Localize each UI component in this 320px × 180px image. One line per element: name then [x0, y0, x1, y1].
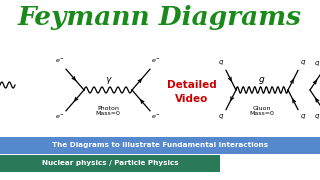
- Text: Photon
Mass=0: Photon Mass=0: [96, 106, 120, 116]
- Bar: [0, 137, 320, 154]
- Text: γ: γ: [105, 75, 111, 84]
- Text: $e^-$: $e^-$: [151, 57, 161, 65]
- Text: $q$: $q$: [300, 58, 306, 67]
- Text: Nuclear physics / Particle Physics: Nuclear physics / Particle Physics: [42, 161, 178, 166]
- Text: $e^-$: $e^-$: [151, 113, 161, 121]
- Text: Gluon
Mass=0: Gluon Mass=0: [250, 106, 275, 116]
- Bar: [0, 155, 220, 172]
- Text: Feymann Diagrams: Feymann Diagrams: [18, 6, 302, 30]
- Text: $q$: $q$: [218, 112, 224, 121]
- Text: $q$: $q$: [314, 112, 320, 121]
- Text: $q$: $q$: [300, 112, 306, 121]
- Text: Detailed
Video: Detailed Video: [167, 80, 217, 104]
- Text: $e^-$: $e^-$: [55, 57, 65, 65]
- Text: $e^-$: $e^-$: [55, 113, 65, 121]
- Text: The Diagrams to Illustrate Fundamental Interactions: The Diagrams to Illustrate Fundamental I…: [52, 143, 268, 148]
- Text: g: g: [259, 75, 265, 84]
- Text: $q$: $q$: [218, 58, 224, 67]
- Text: $q$: $q$: [314, 59, 320, 68]
